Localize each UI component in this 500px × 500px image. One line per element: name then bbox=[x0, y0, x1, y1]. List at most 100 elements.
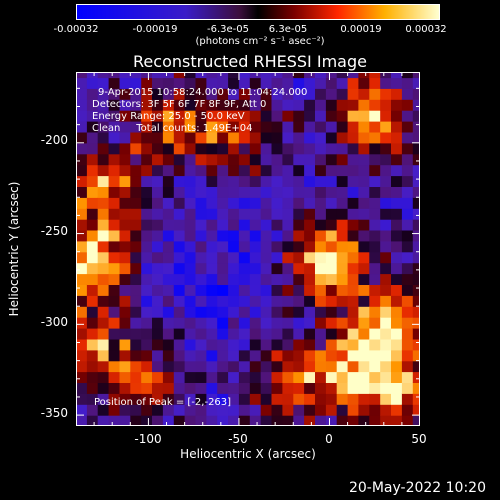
heatmap-cell bbox=[108, 317, 121, 329]
heatmap-cell bbox=[347, 338, 360, 351]
heatmap-cell bbox=[173, 197, 186, 209]
heatmap-cell bbox=[97, 142, 110, 155]
heatmap-cell bbox=[282, 295, 294, 307]
heatmap-cell bbox=[282, 404, 294, 416]
heatmap-cell bbox=[86, 229, 99, 242]
heatmap-cell bbox=[293, 273, 305, 285]
heatmap-cell bbox=[228, 360, 240, 373]
heatmap-cell bbox=[86, 153, 99, 166]
heatmap-cell bbox=[249, 229, 262, 242]
heatmap-cell bbox=[391, 349, 403, 362]
heatmap-cell bbox=[260, 186, 273, 198]
heatmap-cell bbox=[217, 306, 229, 318]
heatmap-cell bbox=[141, 262, 153, 275]
heatmap-cell bbox=[271, 306, 283, 318]
heatmap-cell bbox=[162, 382, 175, 394]
heatmap-cell bbox=[152, 371, 164, 383]
heatmap-cell bbox=[206, 153, 218, 166]
heatmap-cell bbox=[260, 371, 273, 383]
heatmap-cell bbox=[228, 240, 240, 253]
heatmap-cell bbox=[97, 338, 110, 351]
heatmap-cell bbox=[130, 219, 142, 231]
heatmap-cell bbox=[162, 175, 175, 187]
heatmap-cell bbox=[347, 131, 360, 144]
heatmap-cell bbox=[347, 208, 360, 220]
heatmap-cell bbox=[228, 219, 240, 231]
x-tick-label: -100 bbox=[134, 432, 162, 446]
heatmap-cell bbox=[152, 121, 164, 133]
heatmap-cell bbox=[271, 229, 283, 242]
heatmap-cell bbox=[97, 284, 110, 296]
heatmap-cell bbox=[282, 338, 294, 351]
heatmap-cell bbox=[325, 99, 338, 111]
y-axis-label: Heliocentric Y (arcsec) bbox=[7, 181, 21, 317]
heatmap-cell bbox=[401, 142, 414, 155]
heatmap-cell bbox=[119, 72, 131, 79]
heatmap-cell bbox=[228, 328, 240, 340]
heatmap-cell bbox=[119, 229, 131, 242]
heatmap-cell bbox=[304, 284, 316, 296]
heatmap-cell bbox=[249, 240, 262, 253]
heatmap-cell bbox=[97, 360, 110, 373]
heatmap-cell bbox=[401, 186, 414, 198]
heatmap-cell bbox=[238, 186, 251, 198]
heatmap-cell bbox=[293, 371, 305, 383]
heatmap-cell bbox=[315, 338, 327, 351]
heatmap-cell bbox=[380, 197, 392, 209]
heatmap-cell bbox=[76, 164, 88, 177]
heatmap-cell bbox=[206, 121, 218, 133]
heatmap-cell bbox=[391, 262, 403, 275]
heatmap-cell bbox=[347, 72, 360, 79]
heatmap-cell bbox=[206, 371, 218, 383]
heatmap-cell bbox=[315, 131, 327, 144]
heatmap-cell bbox=[358, 382, 370, 394]
heatmap-cell bbox=[97, 186, 110, 198]
heatmap-cell bbox=[206, 197, 218, 209]
heatmap-cell bbox=[238, 251, 251, 264]
heatmap-cell bbox=[86, 72, 99, 79]
heatmap-cell bbox=[228, 110, 240, 122]
heatmap-cell bbox=[282, 273, 294, 285]
heatmap-cell bbox=[304, 360, 316, 373]
heatmap-cell bbox=[152, 197, 164, 209]
heatmap-cell bbox=[108, 393, 121, 405]
heatmap-cell bbox=[184, 404, 197, 416]
heatmap-cell bbox=[76, 273, 88, 285]
heatmap-cell bbox=[380, 404, 392, 416]
heatmap-cell bbox=[412, 328, 420, 340]
heatmap-cell bbox=[412, 142, 420, 155]
heatmap-cell bbox=[380, 306, 392, 318]
heatmap-cell bbox=[130, 262, 142, 275]
heatmap-cell bbox=[217, 273, 229, 285]
annotation-detectors: Detectors: 3F 5F 6F 7F 8F 9F, Att 0 bbox=[92, 99, 267, 110]
heatmap-cell bbox=[97, 251, 110, 264]
heatmap-cell bbox=[412, 88, 420, 100]
heatmap-cell bbox=[228, 99, 240, 111]
heatmap-cell bbox=[86, 164, 99, 177]
heatmap-cell bbox=[173, 142, 186, 155]
heatmap-cell bbox=[336, 88, 349, 100]
heatmap-cell bbox=[108, 284, 121, 296]
heatmap-cell bbox=[369, 77, 381, 89]
heatmap-cell bbox=[152, 110, 164, 122]
heatmap-cell bbox=[238, 262, 251, 275]
heatmap-cell bbox=[152, 240, 164, 253]
heatmap-cell bbox=[412, 240, 420, 253]
heatmap-cell bbox=[380, 415, 392, 426]
heatmap-cell bbox=[195, 72, 207, 79]
heatmap-cell bbox=[217, 99, 229, 111]
heatmap-cell bbox=[238, 349, 251, 362]
heatmap-cell bbox=[108, 219, 121, 231]
heatmap-cell bbox=[347, 415, 360, 426]
heatmap-cell bbox=[412, 175, 420, 187]
heatmap-cell bbox=[271, 77, 283, 89]
heatmap-cell bbox=[260, 131, 273, 144]
heatmap-cell bbox=[76, 317, 88, 329]
heatmap-cell bbox=[271, 349, 283, 362]
heatmap-cell bbox=[336, 99, 349, 111]
heatmap-cell bbox=[369, 262, 381, 275]
x-axis-label: Heliocentric X (arcsec) bbox=[180, 447, 316, 461]
heatmap-cell bbox=[86, 131, 99, 144]
heatmap-cell bbox=[271, 72, 283, 79]
heatmap-cell bbox=[369, 131, 381, 144]
